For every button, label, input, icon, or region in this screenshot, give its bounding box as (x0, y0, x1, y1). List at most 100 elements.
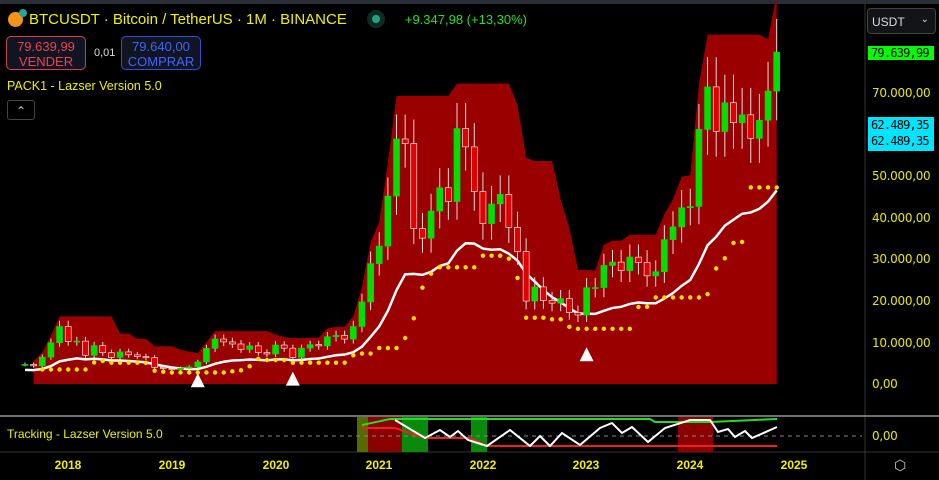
candle-up (38, 356, 46, 367)
sar-dot (532, 315, 537, 320)
sar-dot (653, 295, 658, 300)
candle-up (185, 366, 193, 369)
sar-dot (705, 291, 710, 297)
sar-dot (489, 253, 494, 258)
candle-up (272, 344, 279, 355)
sar-dot (368, 351, 373, 356)
candle-down (470, 146, 478, 192)
candle-down (263, 352, 271, 355)
sar-dot (273, 357, 278, 363)
price-tick: 10.000,00 (872, 336, 931, 350)
collapse-legend-button[interactable]: ⌃ (7, 100, 35, 120)
candle-down (712, 86, 720, 132)
candle-up (203, 348, 210, 363)
buy-signal-triangle (190, 373, 205, 388)
candle-down (566, 298, 573, 313)
candle-up (393, 138, 400, 197)
candle-down (505, 194, 513, 228)
chevron-down-icon: ⌄ (920, 14, 929, 25)
candle-up (678, 207, 685, 228)
buy-price: 79.640,00 (132, 39, 190, 54)
sar-dot (463, 265, 468, 270)
indicator-value-label: 62.489,35 (868, 117, 934, 134)
candle-down (125, 351, 132, 356)
buy-button[interactable]: 79.640,00 COMPRAR (121, 36, 201, 70)
candle-up (721, 102, 729, 132)
candle-up (384, 195, 392, 247)
oscillator-legend[interactable]: Tracking - Lazser Version 5.0 (7, 427, 163, 441)
candle-down (134, 354, 141, 357)
sar-dot (523, 315, 529, 320)
sar-dot (498, 253, 503, 258)
sar-dot (109, 360, 114, 365)
sar-dot (351, 353, 356, 358)
sar-dot (126, 360, 131, 365)
sar-dot (74, 367, 80, 372)
sar-dot (325, 360, 330, 365)
buy-signal-triangle (579, 347, 594, 362)
candle-up (531, 286, 539, 302)
sar-dot (636, 304, 641, 310)
candle-down (254, 345, 262, 353)
candle-down (522, 251, 530, 302)
price-tick: 50.000,00 (872, 169, 931, 183)
candle-up (773, 51, 780, 92)
sar-dot (40, 367, 45, 372)
sar-dot (567, 324, 572, 330)
candle-down (462, 128, 469, 148)
year-label: 2021 (365, 458, 393, 472)
oscillator-upper-line (361, 418, 778, 426)
sar-dot (307, 360, 313, 365)
sar-dot (765, 185, 771, 190)
indicator-legend[interactable]: PACK1 - Lazser Version 5.0 (7, 79, 162, 93)
sell-label: VENDER (18, 54, 74, 69)
candle-down (617, 261, 625, 271)
candle-down (289, 347, 297, 358)
sar-dot (83, 367, 88, 372)
candle-up (90, 345, 98, 356)
sar-dot (169, 370, 175, 375)
sar-dot (161, 369, 166, 374)
candle-up (350, 326, 357, 340)
sar-dot (100, 358, 105, 364)
sar-dot (212, 370, 218, 375)
sar-dot (342, 360, 347, 365)
candle-down (99, 345, 107, 354)
candle-up (738, 114, 746, 124)
sar-dot (377, 345, 382, 351)
candle-up (73, 340, 81, 343)
chart-settings-icon[interactable]: ⬡ (894, 457, 907, 473)
sar-dot (558, 317, 563, 322)
sar-dot (688, 295, 693, 300)
sell-button[interactable]: 79.639,99 VENDER (6, 36, 86, 70)
market-status-icon[interactable] (366, 10, 385, 28)
price-tick: 0,00 (872, 377, 898, 391)
candle-down (574, 312, 582, 316)
candle-down (635, 256, 642, 263)
sar-dot (480, 253, 486, 258)
sar-dot (618, 326, 624, 332)
candle-up (669, 226, 677, 240)
currency-select[interactable]: USDT ⌄ (867, 8, 936, 34)
candle-down (401, 138, 409, 144)
sar-dot (238, 368, 244, 373)
candle-up (695, 129, 703, 207)
symbol-title[interactable]: BTCUSDT · Bitcoin / TetherUS · 1M · BINA… (29, 10, 347, 28)
sar-dot (117, 360, 123, 365)
candle-down (514, 227, 521, 252)
candle-up (557, 298, 564, 304)
sar-dot (454, 265, 460, 270)
candle-up (47, 342, 55, 358)
sar-dot (411, 316, 416, 321)
sar-dot (152, 368, 157, 373)
top-strip (0, 0, 939, 4)
price-tick: 30.000,00 (872, 252, 931, 266)
sar-dot (722, 256, 728, 261)
spread: 0,01 (94, 47, 116, 59)
candle-up (358, 301, 366, 327)
sar-dot (774, 185, 779, 190)
candle-down (280, 344, 288, 349)
candle-up (306, 344, 314, 349)
sar-dot (731, 240, 736, 246)
